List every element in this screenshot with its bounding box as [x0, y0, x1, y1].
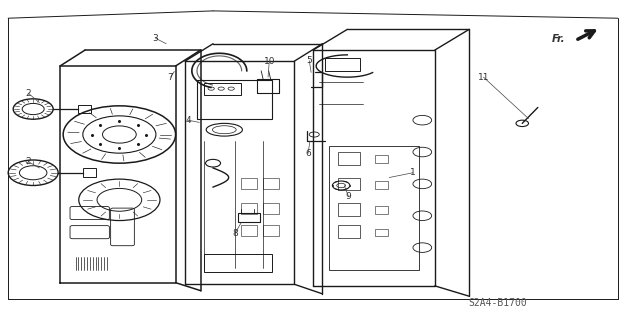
Text: 4: 4	[185, 116, 191, 125]
Text: 1: 1	[410, 168, 416, 177]
Bar	[326, 58, 360, 71]
Bar	[263, 178, 279, 189]
Text: 3: 3	[153, 34, 158, 43]
Bar	[338, 203, 360, 216]
Bar	[241, 225, 257, 236]
Bar	[197, 80, 272, 119]
Bar	[78, 105, 91, 114]
Text: 2: 2	[26, 89, 31, 98]
Bar	[241, 203, 257, 214]
Bar	[263, 225, 279, 236]
Text: 7: 7	[168, 73, 173, 82]
Bar	[338, 225, 360, 238]
Text: S2A4-B1700: S2A4-B1700	[468, 298, 526, 308]
Bar	[338, 178, 360, 190]
Bar	[263, 203, 279, 214]
Text: 6: 6	[305, 149, 311, 158]
Text: 10: 10	[264, 57, 275, 66]
Bar	[203, 254, 272, 271]
Bar	[241, 178, 257, 189]
Bar	[238, 213, 260, 222]
Bar	[83, 168, 96, 177]
Bar	[338, 152, 360, 165]
Bar	[376, 206, 388, 214]
Bar	[203, 83, 241, 95]
Text: 2: 2	[26, 157, 31, 166]
Text: 9: 9	[346, 192, 351, 201]
Bar	[376, 181, 388, 189]
Text: Fr.: Fr.	[552, 34, 565, 44]
Text: 11: 11	[478, 73, 490, 82]
Text: 8: 8	[232, 229, 238, 238]
Bar	[376, 228, 388, 236]
Bar	[329, 146, 419, 270]
Bar	[376, 155, 388, 163]
Text: 5: 5	[306, 56, 312, 65]
